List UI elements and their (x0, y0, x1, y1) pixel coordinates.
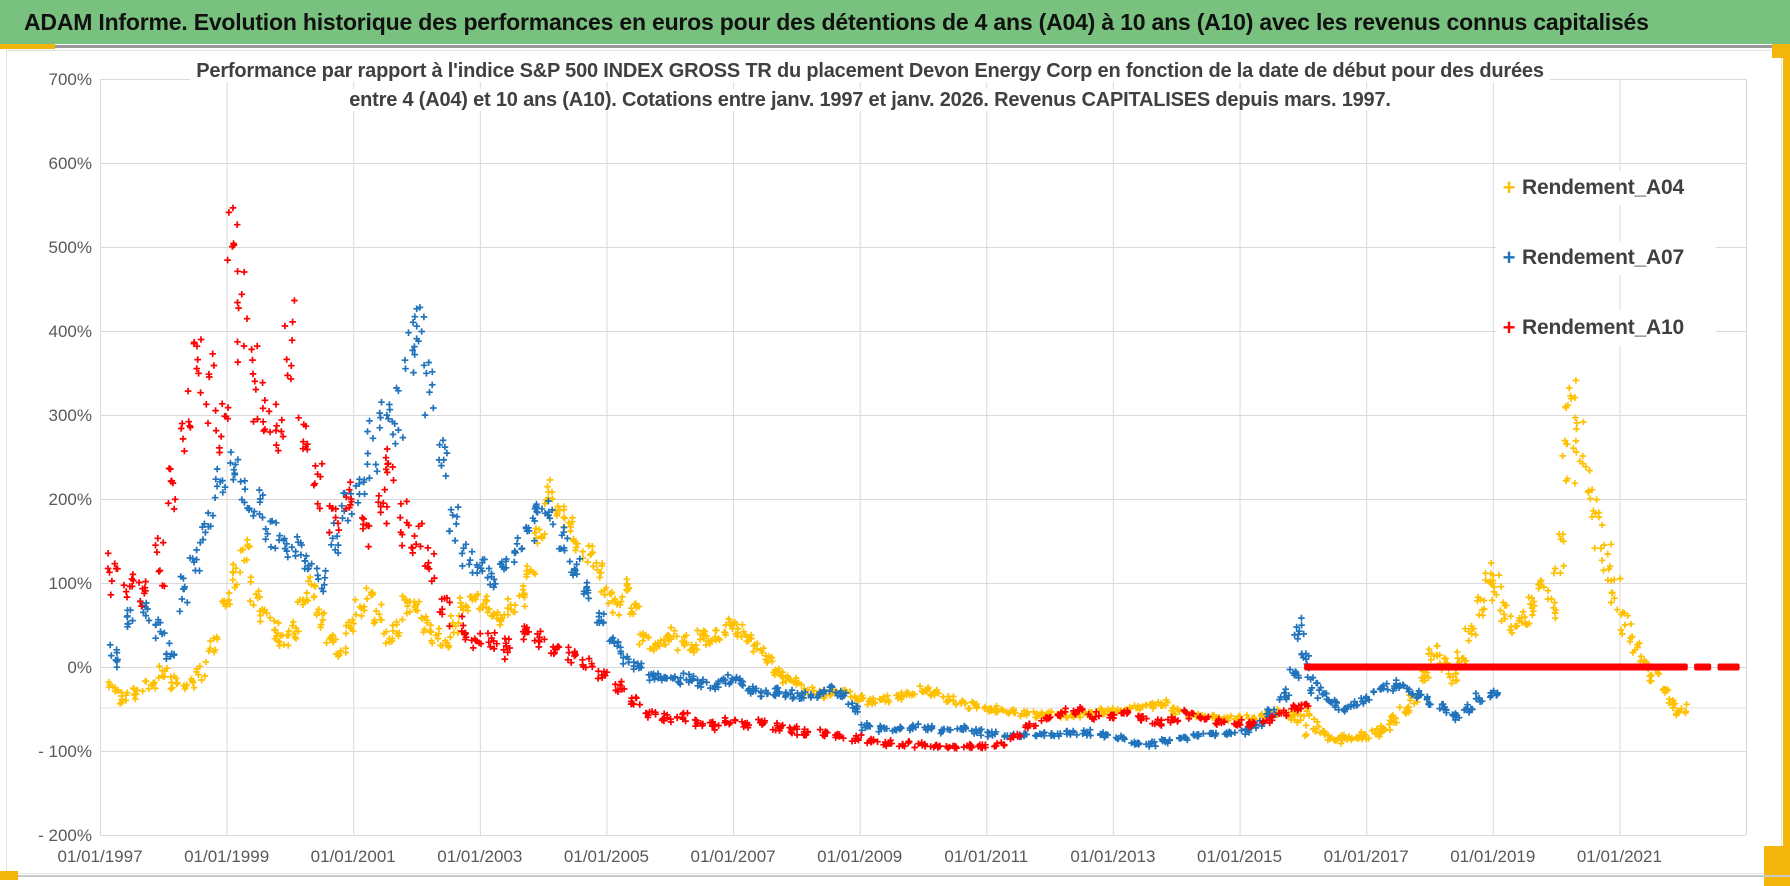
y-tick-label: 400% (49, 322, 92, 341)
bottom-border (0, 875, 1790, 877)
x-tick-label: 01/01/2001 (311, 847, 396, 866)
accent-tab-top-right (1772, 44, 1790, 58)
legend-label: Rendement_A04 (1522, 176, 1684, 199)
legend-label: Rendement_A10 (1522, 316, 1684, 339)
legend-marker-icon: + (1502, 175, 1516, 200)
accent-strip-right (1783, 44, 1790, 886)
x-tick-label: 01/01/1997 (57, 847, 142, 866)
x-tick-label: 01/01/2013 (1070, 847, 1155, 866)
series-Rendement_A10-flat-zero-line (1304, 663, 1688, 671)
legend-item-Rendement_A07: + Rendement_A07 (1496, 241, 1716, 275)
x-tick-label: 01/01/2017 (1324, 847, 1409, 866)
legend-label: Rendement_A07 (1522, 246, 1684, 269)
header-underline (55, 45, 1782, 48)
y-tick-label: 500% (49, 238, 92, 257)
y-tick-label: 200% (49, 490, 92, 509)
series-Rendement_A10-flat-zero-line (1717, 663, 1740, 671)
y-tick-label: 0% (67, 658, 92, 677)
report-header-bar: ADAM Informe. Evolution historique des p… (0, 0, 1790, 44)
x-tick-label: 01/01/2009 (817, 847, 902, 866)
y-tick-label: 600% (49, 154, 92, 173)
x-tick-label: 01/01/2003 (437, 847, 522, 866)
series-Rendement_A10 (104, 204, 1312, 752)
chart-panel (6, 50, 1782, 874)
x-tick-label: 01/01/2019 (1450, 847, 1535, 866)
series-Rendement_A07 (106, 304, 1501, 750)
legend-marker-icon: + (1502, 245, 1516, 270)
chart-title-line1: Performance par rapport à l'indice S&P 5… (190, 60, 1550, 82)
accent-bar-left (0, 44, 55, 49)
chart-title-line2: entre 4 (A04) et 10 ans (A10). Cotations… (343, 89, 1397, 111)
legend-marker-icon: + (1502, 315, 1516, 340)
x-tick-label: 01/01/2005 (564, 847, 649, 866)
y-tick-label: 300% (49, 406, 92, 425)
accent-tab-bottom-right (1764, 846, 1790, 886)
report-title: ADAM Informe. Evolution historique des p… (24, 8, 1649, 35)
x-tick-label: 01/01/2015 (1197, 847, 1282, 866)
legend-item-Rendement_A10: + Rendement_A10 (1496, 311, 1716, 345)
x-axis-labels: 01/01/1997 01/01/1999 01/01/2001 01/01/2003… (57, 847, 1661, 866)
series-Rendement_A10-flat-zero-line (1694, 663, 1712, 671)
legend-item-Rendement_A04: + Rendement_A04 (1496, 171, 1716, 205)
y-tick-label: - 100% (38, 742, 92, 761)
chart-title: Performance par rapport à l'indice S&P 5… (120, 57, 1620, 115)
accent-tab-bottom-left (0, 871, 18, 880)
y-tick-label: 100% (49, 574, 92, 593)
y-tick-label: 700% (49, 70, 92, 89)
x-tick-label: 01/01/1999 (184, 847, 269, 866)
y-axis-labels: 700% 600% 500% 400% 300% 200% 100% 0% - 100% - 20… (38, 70, 92, 845)
series-Rendement_A04 (105, 377, 1690, 747)
x-tick-label: 01/01/2021 (1577, 847, 1662, 866)
x-tick-label: 01/01/2007 (691, 847, 776, 866)
x-tick-label: 01/01/2011 (944, 847, 1028, 866)
y-tick-label: - 200% (38, 826, 92, 845)
